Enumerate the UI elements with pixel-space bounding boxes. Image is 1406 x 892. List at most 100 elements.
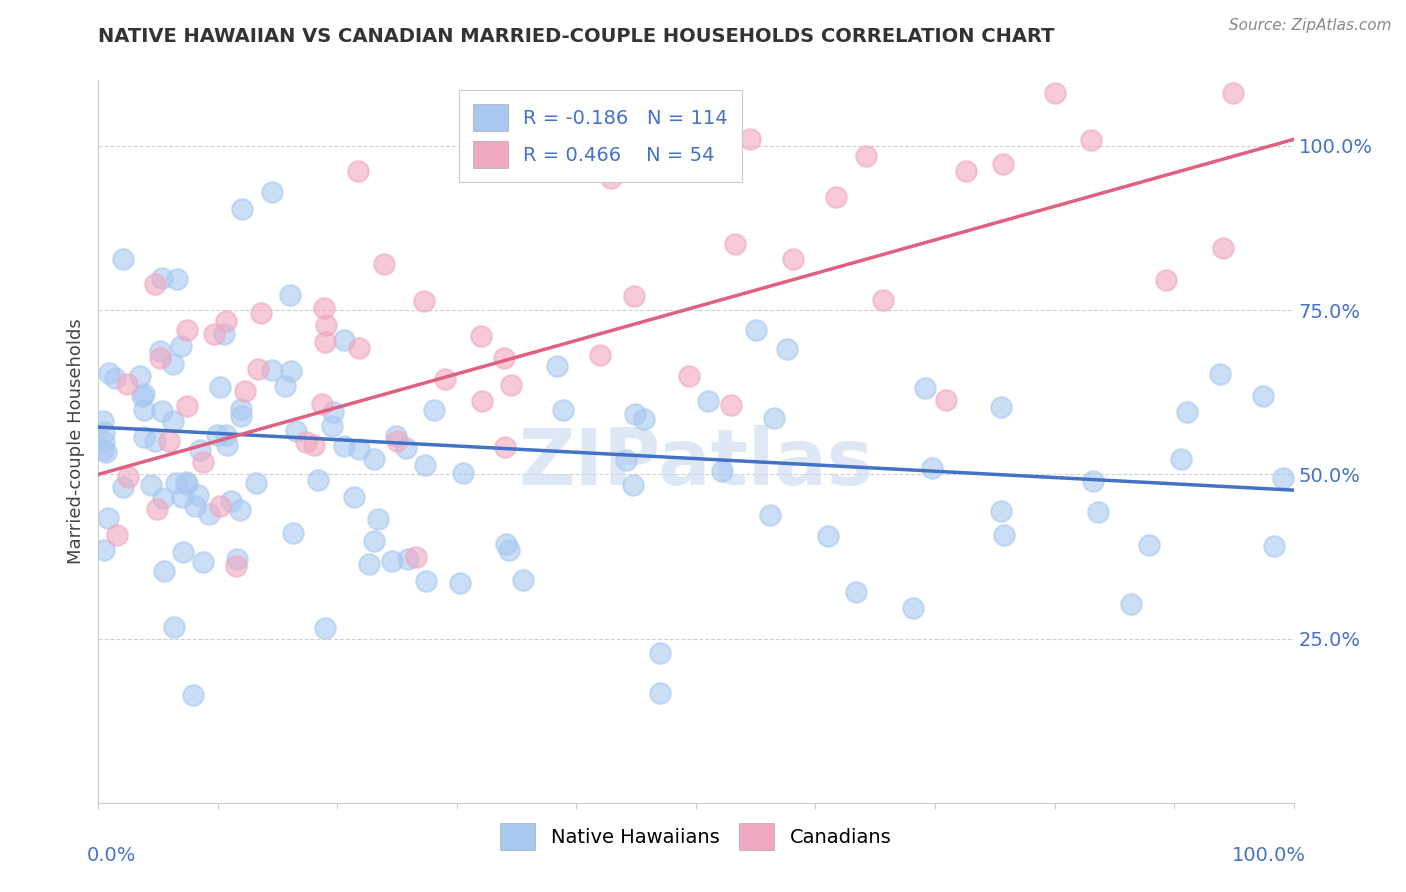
Point xyxy=(262,363,284,377)
Point xyxy=(412,293,434,308)
Point xyxy=(740,132,762,146)
Point xyxy=(157,434,180,449)
Y-axis label: Married-couple Households: Married-couple Households xyxy=(66,318,84,565)
Point xyxy=(396,551,419,566)
Point xyxy=(249,305,271,319)
Point xyxy=(225,558,247,573)
Point xyxy=(546,359,568,374)
Point xyxy=(198,507,221,521)
Point xyxy=(332,439,354,453)
Point xyxy=(202,326,225,341)
Point xyxy=(621,478,644,492)
Point xyxy=(93,442,115,457)
Point xyxy=(648,685,671,699)
Point xyxy=(97,366,120,380)
Point xyxy=(990,503,1012,517)
Point xyxy=(1170,452,1192,467)
Point xyxy=(697,393,720,408)
Point xyxy=(385,434,408,448)
Point xyxy=(1263,539,1285,553)
Point xyxy=(191,555,214,569)
Point xyxy=(824,190,846,204)
Point xyxy=(449,576,471,591)
Point xyxy=(166,272,188,286)
Point xyxy=(129,368,152,383)
Point xyxy=(207,427,229,442)
Point xyxy=(648,646,671,660)
Point xyxy=(278,288,301,302)
Point xyxy=(614,453,637,467)
Point xyxy=(233,384,256,398)
Point xyxy=(245,476,267,491)
Point xyxy=(1137,538,1160,552)
Point xyxy=(176,399,198,413)
Point xyxy=(295,434,318,449)
Point xyxy=(93,435,115,450)
Point xyxy=(146,502,169,516)
Point xyxy=(415,574,437,588)
Point xyxy=(759,508,782,522)
Point xyxy=(415,458,437,472)
Point xyxy=(283,526,305,541)
Point xyxy=(162,414,184,428)
Point xyxy=(187,488,209,502)
Point xyxy=(359,558,381,572)
Point xyxy=(1208,367,1230,381)
Point xyxy=(321,418,343,433)
Point xyxy=(111,252,134,267)
Point xyxy=(494,351,516,366)
Point xyxy=(170,490,193,504)
Point xyxy=(373,257,395,271)
Point xyxy=(219,494,242,508)
Point xyxy=(285,424,308,438)
Point xyxy=(745,323,768,337)
Text: 0.0%: 0.0% xyxy=(87,847,136,865)
Point xyxy=(935,393,957,408)
Point xyxy=(132,429,155,443)
Text: Source: ZipAtlas.com: Source: ZipAtlas.com xyxy=(1229,18,1392,33)
Point xyxy=(845,585,868,599)
Point xyxy=(1175,405,1198,419)
Point xyxy=(343,490,366,504)
Point xyxy=(720,398,742,412)
Point xyxy=(143,434,166,448)
Point xyxy=(134,402,156,417)
Point xyxy=(139,478,162,492)
Point xyxy=(423,403,446,417)
Point xyxy=(184,499,207,513)
Point xyxy=(104,371,127,385)
Point xyxy=(333,333,356,347)
Point xyxy=(817,529,839,543)
Point xyxy=(921,460,943,475)
Point xyxy=(225,552,247,566)
Point xyxy=(1081,474,1104,488)
Point xyxy=(678,369,700,384)
Point xyxy=(471,393,494,408)
Point xyxy=(260,185,283,199)
Point xyxy=(172,545,194,559)
Point xyxy=(955,163,977,178)
Point xyxy=(990,401,1012,415)
Point xyxy=(105,527,128,541)
Point xyxy=(385,429,408,443)
Point xyxy=(991,156,1014,170)
Point xyxy=(453,466,475,480)
Point xyxy=(149,344,172,359)
Point xyxy=(782,252,804,266)
Point xyxy=(93,425,115,439)
Point xyxy=(470,329,492,343)
Point xyxy=(855,148,877,162)
Point xyxy=(1087,504,1109,518)
Point xyxy=(633,412,655,426)
Point xyxy=(624,407,647,421)
Point xyxy=(367,512,389,526)
Point xyxy=(724,236,747,251)
Point xyxy=(150,271,173,285)
Point xyxy=(405,550,427,565)
Point xyxy=(94,445,117,459)
Point xyxy=(231,202,253,217)
Text: 100.0%: 100.0% xyxy=(1232,847,1306,865)
Point xyxy=(553,402,575,417)
Point xyxy=(215,314,238,328)
Point xyxy=(132,386,155,401)
